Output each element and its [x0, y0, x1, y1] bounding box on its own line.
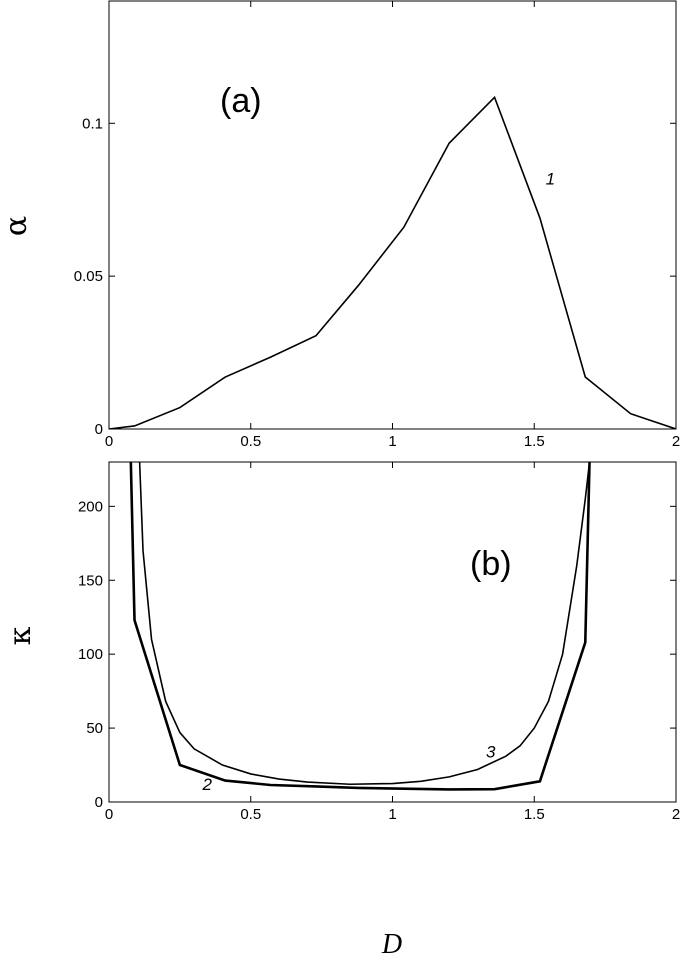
- panel-label-b: (b): [470, 545, 512, 583]
- x-tick-label-b: 1: [388, 806, 396, 823]
- y-tick-label-a: 0.05: [74, 268, 103, 285]
- curve-label-3: 3: [486, 743, 496, 762]
- plot-frame-a: [108, 0, 677, 430]
- series-b: 23: [129, 462, 591, 794]
- x-tick-label-a: 1.5: [524, 433, 545, 450]
- y-tick-label-a: 0: [95, 421, 103, 438]
- x-tick-label-b: 0: [105, 806, 113, 823]
- y-tick-label-b: 0: [95, 794, 103, 811]
- x-tick-label-b: 2: [672, 806, 680, 823]
- x-tick-label-a: 1: [388, 433, 396, 450]
- series-line-2: [129, 462, 591, 791]
- series-line-1: [109, 95, 676, 429]
- curve-label-1: 1: [546, 169, 555, 188]
- ticks-a: 0 0.5 1 1.5 2 0 0.05 0.1: [74, 1, 680, 450]
- y-tick-label-b: 150: [78, 572, 103, 589]
- y-axis-label-a: α: [0, 216, 34, 236]
- x-tick-label-b: 1.5: [524, 806, 545, 823]
- y-tick-label-b: 50: [86, 720, 103, 737]
- panel-a: 0 0.5 1 1.5 2 0 0.05 0.1 1 (a) α: [0, 0, 680, 450]
- ticks-b: 0 0.5 1 1.5 2 0 50 100 150 200: [78, 462, 680, 823]
- curve-label-2: 2: [202, 775, 213, 794]
- x-tick-label-a: 0: [105, 433, 113, 450]
- y-tick-label-b: 200: [78, 498, 103, 515]
- panel-label-a: (a): [220, 82, 262, 120]
- plot-frame-b: [108, 461, 677, 803]
- x-tick-label-a: 2: [672, 433, 680, 450]
- series-line-3: [138, 462, 591, 786]
- series-a: 1: [109, 95, 676, 429]
- x-tick-label-a: 0.5: [240, 433, 261, 450]
- x-axis-label: D: [381, 929, 402, 960]
- y-axis-label-b: κ: [3, 626, 38, 645]
- y-tick-label-a: 0.1: [82, 115, 103, 132]
- x-tick-label-b: 0.5: [240, 806, 261, 823]
- y-tick-label-b: 100: [78, 646, 103, 663]
